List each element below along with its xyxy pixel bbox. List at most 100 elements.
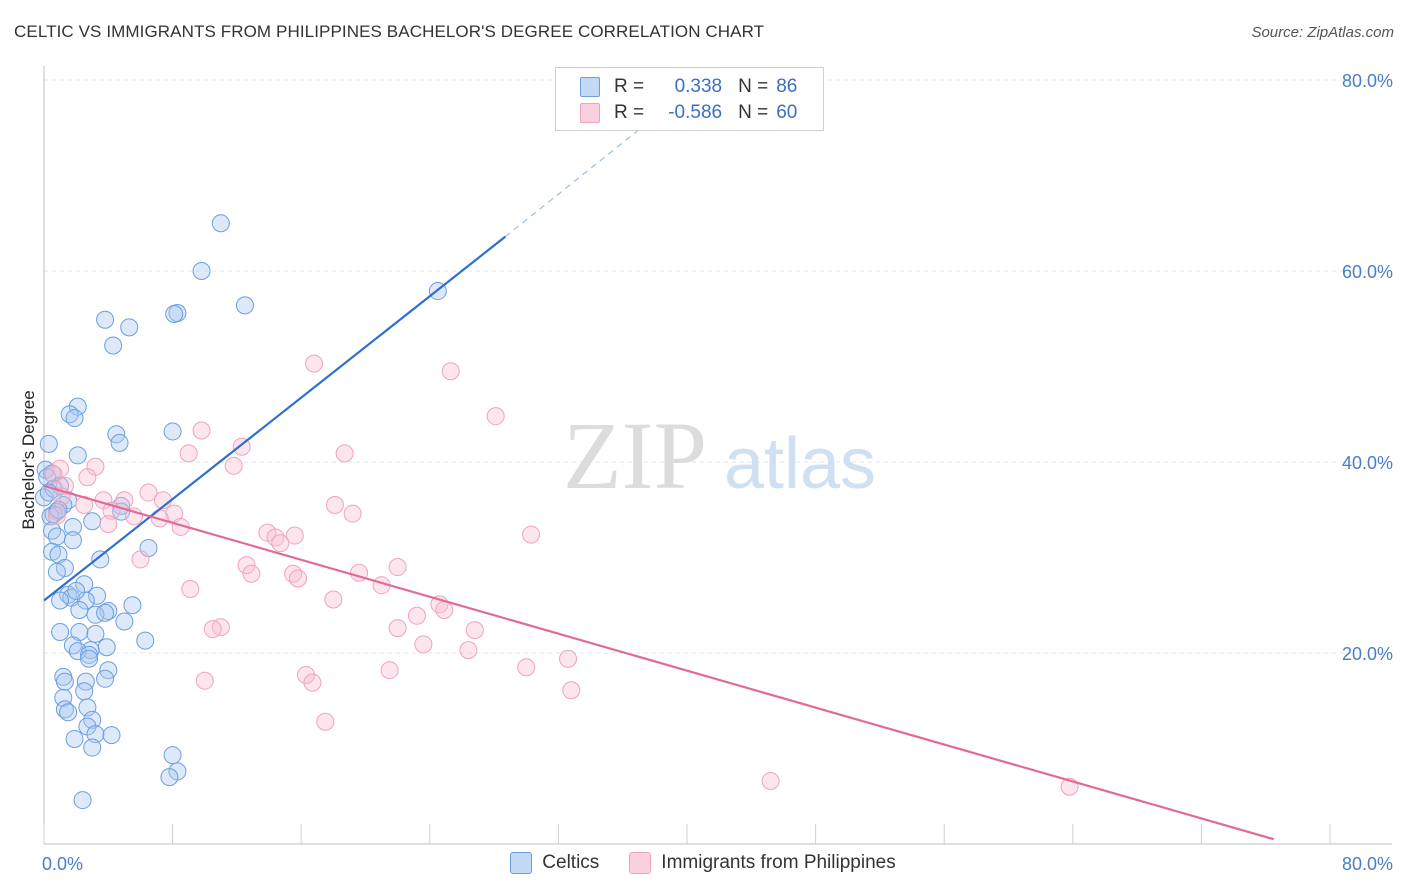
celtics-point	[76, 591, 95, 610]
chart-title: CELTIC VS IMMIGRANTS FROM PHILIPPINES BA…	[14, 22, 765, 41]
celtics-point	[83, 738, 102, 757]
philippines-point	[181, 580, 200, 599]
philippines-point	[47, 506, 66, 525]
philippines-point	[486, 407, 505, 426]
celtics-point	[63, 517, 82, 536]
celtics-point	[47, 527, 66, 546]
philippines-point	[192, 421, 211, 440]
celtics-point	[51, 591, 70, 610]
celtics-point	[96, 603, 115, 622]
philippines-trendline	[43, 484, 1275, 841]
legend-n-value-philippines: 60	[776, 102, 798, 123]
legend-swatch-philippines	[580, 103, 600, 123]
philippines-point	[324, 590, 343, 609]
celtics-point	[91, 550, 110, 569]
celtics-point	[165, 304, 184, 323]
celtics-point	[192, 262, 211, 280]
philippines-point	[224, 456, 243, 475]
celtics-point	[123, 596, 142, 615]
philippines-point	[297, 665, 316, 684]
watermark-atlas: atlas	[724, 424, 876, 504]
philippines-point	[562, 681, 581, 700]
philippines-point	[388, 619, 407, 638]
celtics-point	[51, 622, 70, 641]
legend-n-value-celtics: 86	[776, 76, 798, 97]
philippines-point	[271, 534, 290, 553]
series-legend: Celtics Immigrants from Philippines	[0, 852, 1406, 874]
legend-row-celtics: R = 0.338 N = 86	[580, 75, 797, 99]
source-label: Source: ZipAtlas.com	[1251, 24, 1394, 41]
philippines-point	[195, 671, 214, 690]
legend-swatch-celtics	[580, 77, 600, 97]
philippines-point	[407, 606, 426, 625]
celtics-point	[54, 688, 73, 707]
correlation-legend: R = 0.338 N = 86 R = -0.586 N = 60	[555, 67, 824, 131]
celtics-point	[104, 336, 123, 355]
legend-swatch-celtics	[510, 852, 533, 874]
x-tick-label: 0.0%	[42, 854, 83, 874]
legend-label-philippines: Immigrants from Philippines	[661, 852, 896, 873]
philippines-point	[435, 601, 454, 620]
watermark-zip: ZIP	[563, 402, 707, 509]
celtics-point	[68, 446, 87, 465]
philippines-point	[414, 635, 433, 654]
celtics-point	[65, 729, 84, 748]
philippines-point	[99, 515, 118, 534]
celtics-point	[86, 725, 105, 744]
philippines-point	[522, 525, 541, 544]
philippines-point	[316, 712, 335, 731]
celtics-point	[235, 296, 254, 315]
celtics-point	[96, 669, 115, 688]
legend-n-label: N =	[738, 102, 769, 123]
celtics-point	[88, 586, 107, 605]
philippines-point	[517, 658, 536, 677]
philippines-point	[139, 483, 158, 502]
celtics-point	[80, 649, 99, 668]
celtics-point	[120, 318, 139, 337]
celtics-point	[86, 624, 105, 643]
y-tick-label: 40.0%	[1342, 453, 1393, 473]
celtics-point	[70, 601, 89, 620]
philippines-point	[441, 362, 460, 381]
legend-swatch-philippines	[629, 852, 652, 874]
legend-n-label: N =	[738, 76, 769, 97]
philippines-point	[44, 465, 63, 484]
celtics-point	[136, 631, 155, 650]
legend-r-value-celtics: 0.338	[674, 76, 723, 97]
philippines-point	[380, 661, 399, 680]
philippines-point	[388, 558, 407, 577]
celtics-point	[160, 768, 179, 787]
celtics-point	[63, 531, 82, 550]
philippines-point	[179, 444, 198, 463]
philippines-point	[237, 556, 256, 575]
philippines-point	[303, 673, 322, 692]
celtics-point	[55, 672, 74, 691]
philippines-point	[288, 569, 307, 588]
celtics-point	[65, 409, 84, 428]
legend-r-value-philippines: -0.586	[668, 102, 723, 123]
celtics-point	[47, 562, 66, 581]
celtics-point	[76, 672, 95, 691]
celtics-point	[39, 434, 58, 453]
legend-r-label: R =	[614, 102, 645, 123]
celtics-point	[83, 512, 102, 531]
celtics-point	[63, 636, 82, 655]
celtics-point	[55, 700, 74, 719]
philippines-point	[465, 621, 484, 640]
philippines-point	[285, 526, 304, 545]
philippines-point	[325, 495, 344, 514]
philippines-point	[459, 641, 478, 660]
philippines-point	[78, 468, 97, 487]
celtics-trendline	[43, 235, 507, 602]
philippines-point	[335, 444, 354, 463]
celtics-point	[59, 703, 78, 722]
x-tick-label: 80.0%	[1342, 854, 1393, 874]
legend-item-philippines: Immigrants from Philippines	[629, 852, 896, 874]
celtics-point	[67, 581, 86, 600]
celtics-point	[110, 433, 129, 452]
celtics-point	[97, 638, 116, 657]
celtics-point	[102, 726, 121, 745]
philippines-point	[242, 564, 261, 583]
philippines-point	[284, 564, 303, 583]
